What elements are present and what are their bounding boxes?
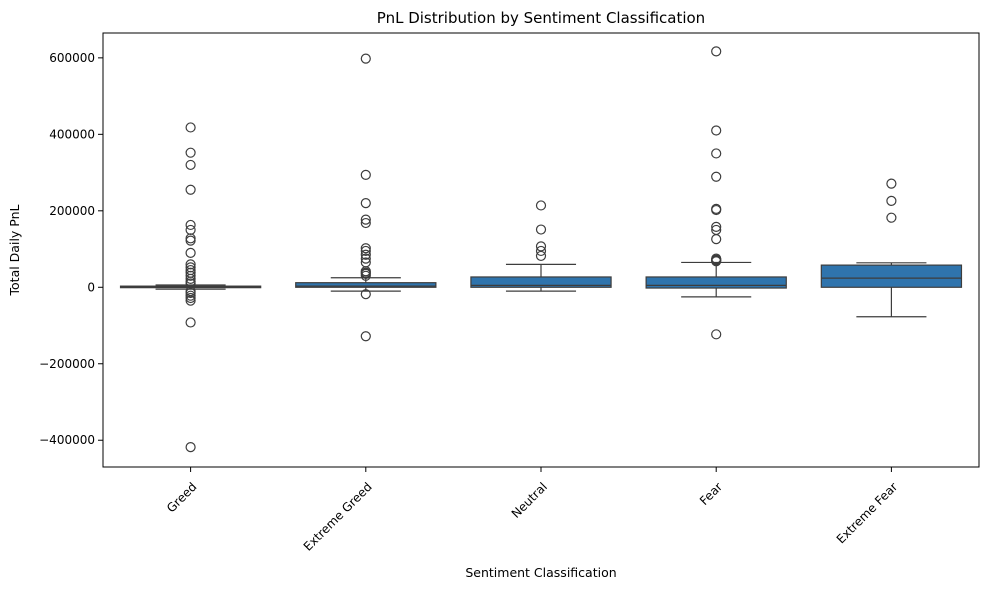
outlier-point <box>360 245 371 257</box>
y-tick-label: 400000 <box>49 127 95 141</box>
box-group-extreme-greed <box>295 53 437 342</box>
outlier-point <box>360 53 371 64</box>
outlier-point <box>185 247 196 258</box>
outlier-point <box>360 217 371 229</box>
outlier-point <box>185 317 196 328</box>
outlier-point <box>711 171 722 182</box>
outlier-point <box>360 331 371 342</box>
x-tick-label: Fear <box>697 480 725 508</box>
outlier-point <box>360 253 371 264</box>
outlier-point <box>185 147 196 158</box>
outlier-point <box>886 195 897 206</box>
outlier-point <box>360 249 371 260</box>
outlier-point <box>185 219 196 231</box>
x-axis: Greed Extreme Greed Neutral Fear Extreme Fea… <box>164 467 900 554</box>
outlier-point <box>886 212 897 223</box>
plot-area <box>119 46 963 453</box>
box-iqr <box>820 264 963 288</box>
x-tick-label: Greed <box>164 480 200 516</box>
outlier-point <box>711 329 722 340</box>
outlier-point <box>185 442 196 453</box>
box-group-greed <box>119 122 262 453</box>
outlier-point <box>185 292 196 304</box>
box-iqr <box>645 276 787 289</box>
outlier-point <box>711 125 722 136</box>
outlier-point <box>360 169 371 180</box>
outlier-point <box>185 233 196 244</box>
y-axis: −400000 −200000 0 200000 400000 600000 <box>39 51 103 447</box>
box-iqr <box>470 276 612 288</box>
outlier-point <box>185 159 196 171</box>
box-group-neutral <box>470 200 612 292</box>
outlier-point <box>360 270 371 281</box>
x-tick-label: Extreme Greed <box>301 480 375 554</box>
outlier-point <box>535 245 547 257</box>
y-axis-label: Total Daily PnL <box>7 204 22 296</box>
outlier-point <box>185 287 196 299</box>
outlier-point <box>535 250 547 262</box>
chart-title: PnL Distribution by Sentiment Classifica… <box>377 9 705 27</box>
outlier-point <box>185 270 196 281</box>
outlier-point <box>711 46 722 57</box>
plot-frame <box>102 32 980 468</box>
outlier-point <box>711 148 722 159</box>
y-tick-label: 600000 <box>49 51 95 65</box>
box-group-extreme-fear <box>820 178 963 318</box>
y-tick-label: 0 <box>87 280 95 294</box>
y-tick-label: −200000 <box>39 357 95 371</box>
outlier-point <box>535 224 547 235</box>
outlier-point <box>360 214 371 225</box>
outlier-point <box>185 235 196 246</box>
outlier-point <box>711 221 722 232</box>
y-tick-label: −400000 <box>39 433 95 447</box>
box-iqr <box>295 282 437 288</box>
outlier-point <box>711 234 722 245</box>
outlier-point <box>185 122 196 133</box>
outlier-point <box>886 178 897 189</box>
outlier-point <box>185 184 196 195</box>
box-group-fear <box>645 46 787 340</box>
outlier-point <box>360 289 371 300</box>
outlier-point <box>360 198 371 209</box>
outlier-point <box>711 204 722 216</box>
x-axis-label: Sentiment Classification <box>465 565 616 580</box>
outlier-point <box>535 200 547 211</box>
outlier-point <box>185 273 196 284</box>
x-tick-label: Extreme Fear <box>834 480 901 547</box>
outlier-point <box>185 295 196 306</box>
outlier-point <box>360 243 371 254</box>
x-tick-label: Neutral <box>509 480 550 521</box>
outlier-point <box>711 256 722 267</box>
y-tick-label: 200000 <box>49 204 95 218</box>
